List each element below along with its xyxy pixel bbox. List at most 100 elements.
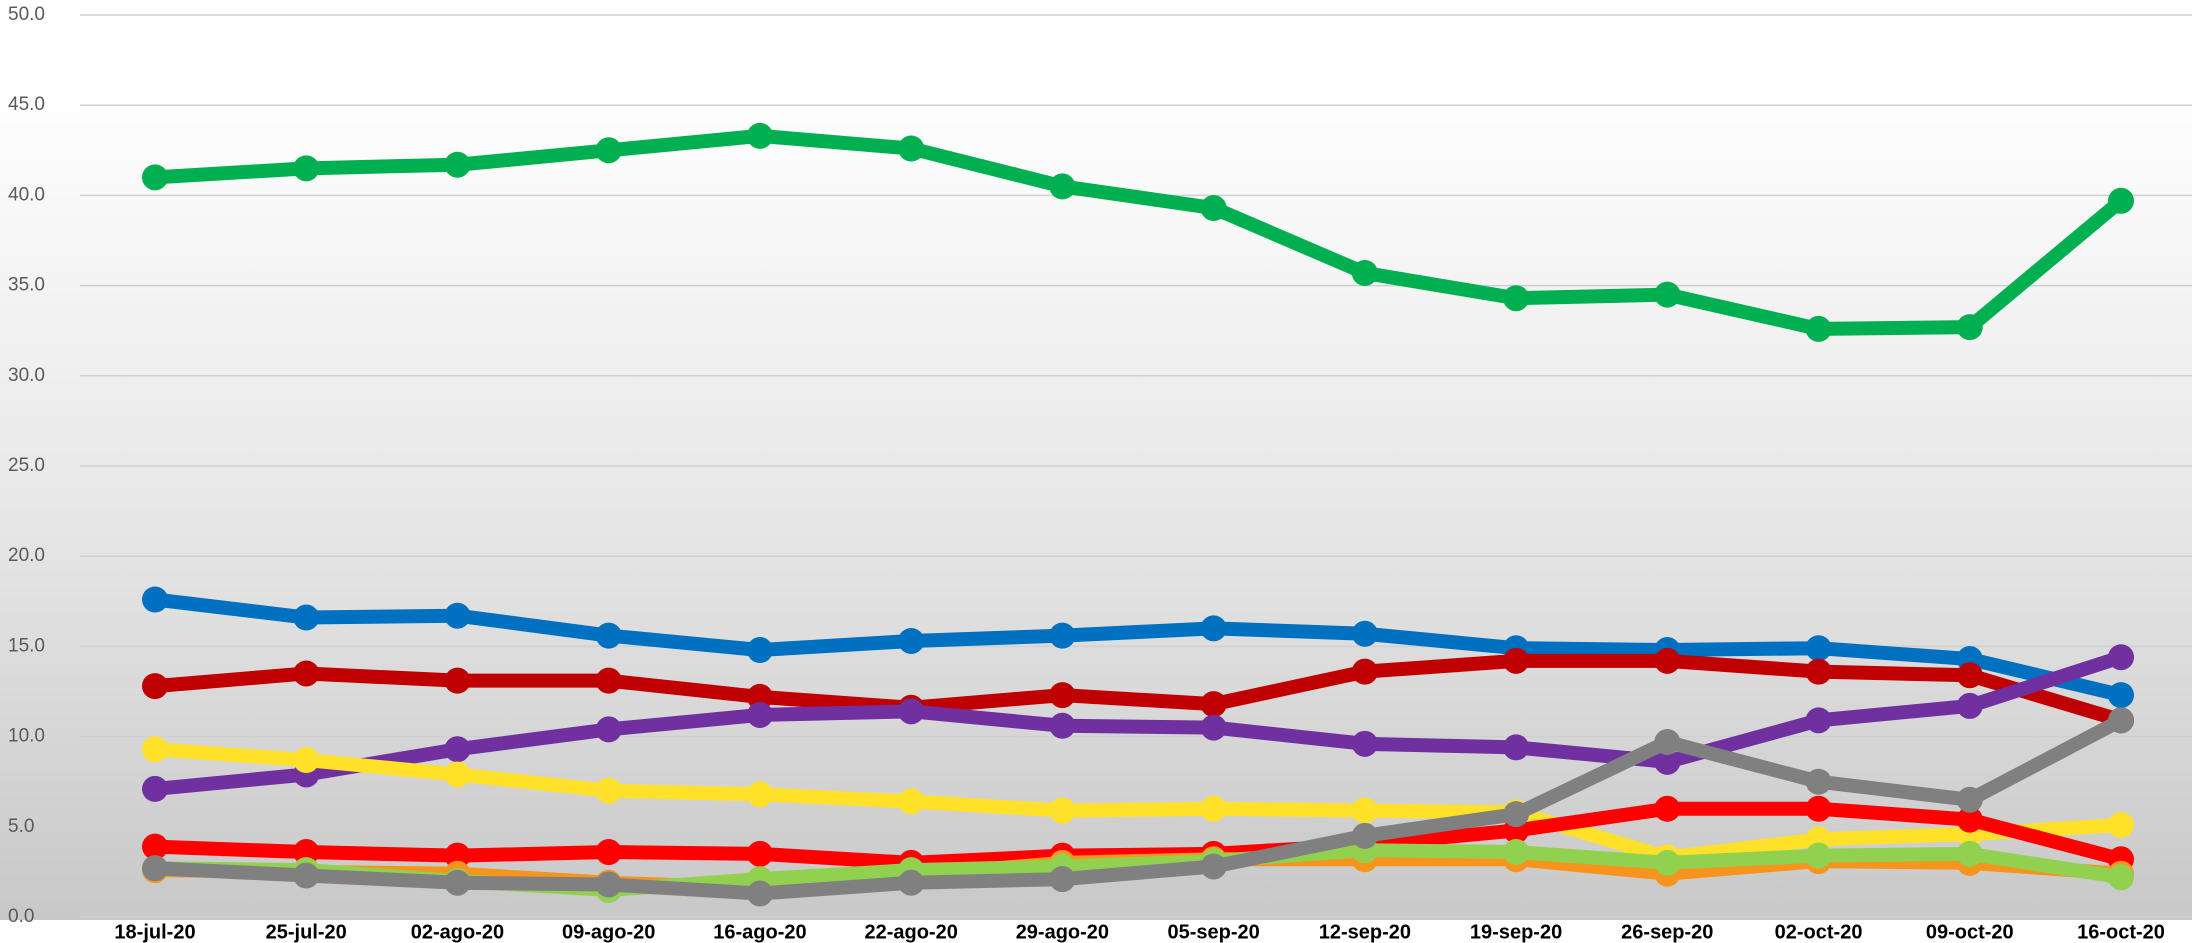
series-line — [154, 128, 2126, 336]
x-tick-label: 16-oct-20 — [2077, 921, 2165, 943]
data-point — [1503, 734, 1530, 761]
data-point — [1956, 692, 1983, 719]
data-point — [746, 840, 773, 867]
data-point — [1654, 281, 1681, 308]
data-point — [293, 747, 320, 774]
y-tick-label: 5.0 — [8, 816, 34, 837]
data-point — [2108, 864, 2134, 891]
data-point — [1200, 714, 1227, 741]
series-line — [154, 714, 2125, 901]
data-point — [1200, 853, 1227, 880]
data-point — [2108, 811, 2134, 838]
data-point — [142, 855, 168, 882]
data-point — [1503, 839, 1530, 866]
x-tick-label: 29-ago-20 — [1016, 921, 1109, 943]
data-point — [1956, 662, 1983, 689]
data-point — [2108, 707, 2134, 734]
data-point — [1200, 691, 1227, 718]
data-point — [2108, 644, 2134, 671]
data-point — [1351, 822, 1378, 849]
data-point — [1351, 730, 1378, 757]
data-point — [2108, 682, 2134, 709]
x-tick-label: 19-sep-20 — [1470, 921, 1562, 943]
series-line — [154, 592, 2123, 702]
x-tick-label: 09-oct-20 — [1926, 921, 2014, 943]
data-point — [1351, 259, 1378, 286]
data-point — [1654, 748, 1681, 775]
data-point — [898, 698, 925, 725]
data-point — [898, 627, 925, 654]
data-point — [746, 122, 773, 149]
data-point — [595, 839, 622, 866]
data-point — [142, 164, 168, 191]
data-point — [595, 716, 622, 743]
data-point — [142, 586, 168, 613]
data-point — [1200, 795, 1227, 822]
data-point — [1049, 622, 1076, 649]
data-point — [1654, 729, 1681, 756]
data-point — [444, 761, 471, 788]
data-point — [1805, 795, 1832, 822]
data-point — [746, 683, 773, 710]
data-point — [1049, 797, 1076, 824]
data-point — [595, 622, 622, 649]
data-point — [1351, 658, 1378, 685]
data-point — [746, 880, 773, 907]
data-point — [595, 667, 622, 694]
data-point — [898, 788, 925, 815]
x-tick-label: 22-ago-20 — [864, 921, 957, 943]
data-point — [1200, 615, 1227, 642]
x-tick-label: 02-oct-20 — [1775, 921, 1863, 943]
data-point — [444, 151, 471, 178]
data-point — [746, 637, 773, 664]
data-point — [444, 667, 471, 694]
data-point — [2108, 187, 2134, 214]
data-point — [444, 736, 471, 763]
y-tick-label: 0.0 — [8, 906, 34, 927]
x-tick-label: 05-sep-20 — [1167, 921, 1259, 943]
data-point — [142, 736, 168, 763]
data-point — [1805, 658, 1832, 685]
data-point — [1049, 712, 1076, 739]
data-point — [293, 862, 320, 889]
data-point — [1805, 842, 1832, 869]
data-point — [293, 660, 320, 687]
y-tick-label: 20.0 — [8, 545, 45, 566]
data-point — [293, 604, 320, 631]
x-tick-label: 18-jul-20 — [114, 921, 195, 943]
data-point — [293, 839, 320, 866]
data-point — [1654, 795, 1681, 822]
y-tick-label: 10.0 — [8, 726, 45, 747]
data-point — [1503, 285, 1530, 312]
data-point — [898, 869, 925, 896]
data-point — [444, 842, 471, 869]
x-tick-label: 09-ago-20 — [562, 921, 655, 943]
x-tick-label: 26-sep-20 — [1621, 921, 1713, 943]
data-point — [595, 871, 622, 898]
x-tick-label: 02-ago-20 — [411, 921, 504, 943]
data-point — [293, 155, 320, 182]
series-line — [154, 742, 2122, 865]
y-tick-label: 30.0 — [8, 365, 45, 386]
data-point — [1503, 647, 1530, 674]
data-point — [1805, 635, 1832, 662]
x-tick-label: 25-jul-20 — [266, 921, 347, 943]
data-point — [746, 701, 773, 728]
y-tick-label: 50.0 — [8, 4, 45, 25]
y-tick-label: 15.0 — [8, 635, 45, 656]
series-line — [154, 653, 2124, 728]
data-point — [898, 135, 925, 162]
data-point — [142, 775, 168, 802]
data-point — [1049, 682, 1076, 709]
data-point — [1956, 786, 1983, 813]
data-point — [1654, 647, 1681, 674]
x-tick-label: 16-ago-20 — [713, 921, 806, 943]
data-point — [595, 137, 622, 164]
data-point — [595, 777, 622, 804]
data-point — [746, 781, 773, 808]
data-point — [1956, 314, 1983, 341]
data-point — [142, 833, 168, 860]
data-point — [1049, 866, 1076, 893]
data-point — [1805, 768, 1832, 795]
data-point — [1956, 840, 1983, 867]
